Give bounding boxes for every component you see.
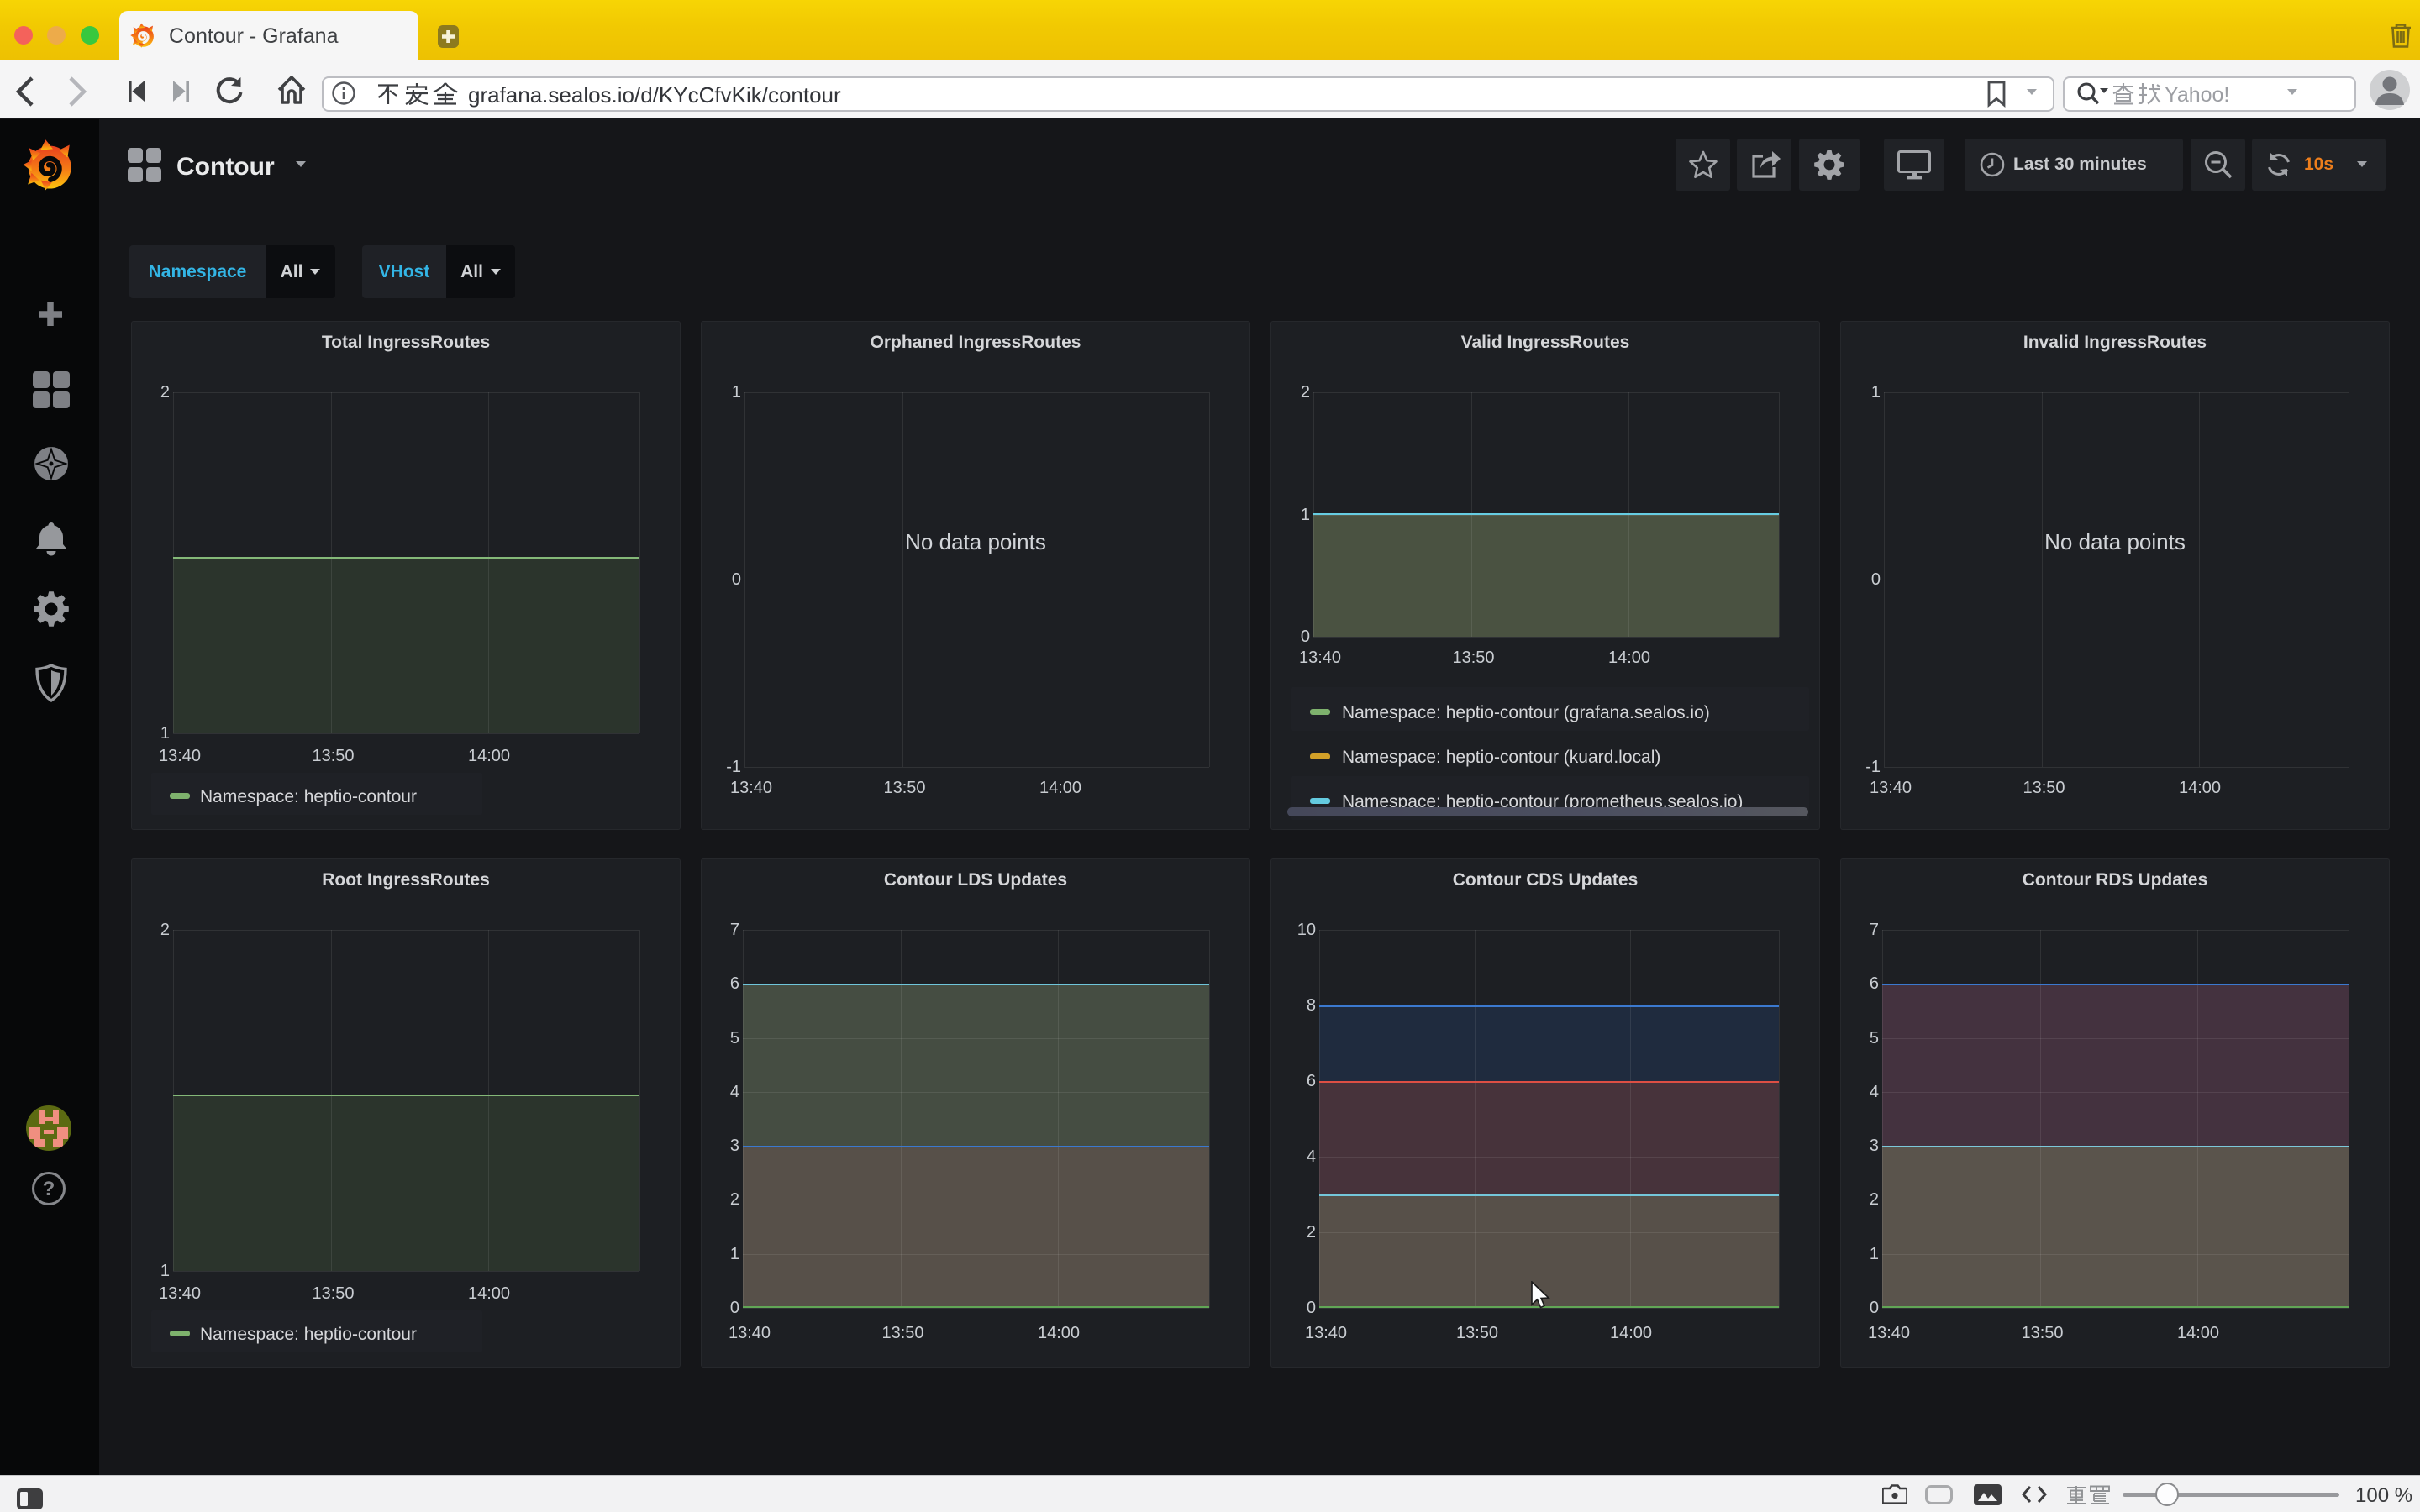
svg-text:?: ? bbox=[43, 1178, 55, 1200]
